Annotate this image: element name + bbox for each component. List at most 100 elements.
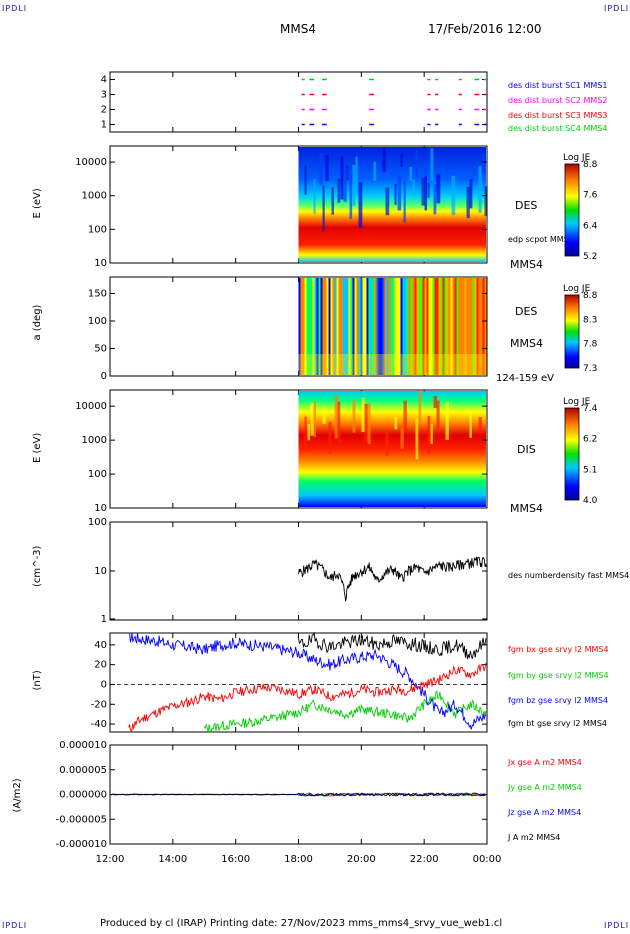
spectrogram-stripe [346, 165, 349, 181]
pitch-angle-column [484, 278, 487, 375]
spectrogram-stripe [415, 150, 418, 177]
pitch-angle-column [320, 278, 323, 375]
pitch-angle-column [330, 278, 333, 375]
spectrogram-stripe [424, 176, 428, 211]
bfield-line-2 [203, 690, 487, 734]
corner-tag-left: IPDLI [2, 4, 28, 13]
colorbar-dis-energy-tick: 4.0 [583, 496, 598, 506]
current-legend-4: J A m2 MMS4 [507, 833, 560, 842]
pitch-angle-column [362, 278, 365, 375]
pitch-angle-column [402, 278, 405, 375]
density-line [298, 556, 487, 602]
pitch-angle-column [348, 278, 351, 375]
sc-label: MMS4 [510, 337, 543, 350]
pitch-angle-column [352, 278, 355, 375]
spectrogram-stripe [349, 173, 353, 219]
pitch-angle-column [300, 278, 303, 375]
spectrogram-stripe [343, 163, 347, 202]
pitch-angle-column [456, 278, 459, 375]
spectrogram-stripe [352, 400, 356, 433]
bfield-legend-4: fgm bt gse srvy l2 MMS4 [508, 719, 607, 728]
pitch-angle-column [448, 278, 451, 375]
y-tick-label: 2 [101, 105, 107, 116]
pitch-angle-column [418, 278, 421, 375]
spectrogram-stripe [328, 422, 332, 455]
x-tick-label: 14:00 [158, 854, 187, 865]
spectrogram-stripe [310, 403, 314, 436]
spectrogram-stripe [433, 395, 437, 409]
y-tick-label: -20 [91, 699, 107, 710]
y-tick-label: 0.000005 [59, 765, 107, 776]
y-tick-label: 100 [88, 469, 107, 480]
y-tick-label: 4 [101, 75, 107, 86]
spectrogram-stripe [433, 184, 437, 215]
spectrogram-stripe [469, 179, 473, 209]
spectrogram-stripe [313, 178, 316, 214]
pitch-angle-column [470, 278, 473, 375]
pitch-angle-column [440, 278, 443, 375]
pitch-angle-column [322, 278, 325, 375]
spectrogram-stripe [304, 416, 307, 452]
pitch-angle-column [428, 278, 431, 375]
colorbar-des-pa-tick: 8.3 [583, 315, 597, 325]
pitch-angle-column [482, 278, 485, 375]
colorbar-des-pa-title: Log JE [563, 284, 591, 294]
colorbar-dis-energy-tick: 6.2 [583, 435, 597, 445]
y-tick-label: 20 [94, 660, 107, 671]
pitch-angle-column [370, 278, 373, 375]
pitch-angle-column [472, 278, 475, 375]
spectrogram-stripe [466, 186, 470, 219]
y-tick-label: 1 [101, 614, 107, 625]
pitch-angle-column [340, 278, 343, 375]
pitch-angle-column [432, 278, 435, 375]
y-tick-label: 100 [88, 316, 107, 327]
y-tick-label: 0 [101, 371, 107, 382]
energy-range-label: 124-159 eV [496, 373, 554, 384]
spectrogram-stripe [469, 409, 472, 438]
spectrogram-stripe [436, 400, 440, 429]
y-tick-label: 100 [88, 224, 107, 235]
bfield-line-1 [128, 662, 487, 733]
x-tick-label: 22:00 [410, 854, 439, 865]
x-tick-label: 20:00 [347, 854, 376, 865]
current-legend-3: Jz gse A m2 MMS4 [507, 808, 581, 817]
burst-legend-sc2: des dist burst SC2 MMS2 [508, 96, 607, 105]
pitch-angle-column [414, 278, 417, 375]
y-tick-label: 150 [88, 289, 107, 300]
corner-tag-right: IPDLI [604, 4, 630, 13]
pitch-angle-column [412, 278, 415, 375]
sc-label: MMS4 [510, 258, 543, 271]
spectrogram-stripe [436, 174, 441, 204]
pitch-angle-column [436, 278, 439, 375]
density-legend: des numberdensity fast MMS4 [508, 571, 629, 580]
y-tick-label: 1000 [82, 435, 107, 446]
pitch-angle-column [452, 278, 455, 375]
y-axis-label: E (eV) [32, 188, 43, 218]
pitch-angle-column [314, 278, 317, 375]
panel-frame-1 [109, 71, 488, 133]
pitch-angle-column [382, 278, 385, 375]
pitch-angle-column [306, 278, 309, 375]
spectrogram-stripe [430, 148, 434, 181]
pitch-angle-column [374, 278, 377, 375]
colorbar-dis-energy-tick: 5.1 [583, 465, 597, 475]
y-tick-label: 10000 [75, 157, 107, 168]
pitch-angle-column [338, 278, 341, 375]
pitch-angle-column [458, 278, 461, 375]
spectrogram-stripe [340, 156, 344, 200]
spectrogram-stripe [355, 156, 358, 195]
y-tick-label: 0 [101, 679, 107, 690]
y-axis-label: (cm^-3) [32, 546, 43, 587]
y-tick-label: 10 [94, 503, 107, 514]
pitch-angle-column [420, 278, 423, 375]
spectrogram-stripe [484, 186, 487, 217]
spectrogram-stripe [307, 423, 311, 441]
y-tick-label: 1000 [82, 191, 107, 202]
current-legend-1: Jx gse A m2 MMS4 [507, 758, 582, 767]
colorbar-des-pa-bar [564, 294, 580, 369]
spectrogram-stripe [418, 391, 422, 422]
x-tick-label: 12:00 [96, 854, 125, 865]
pitch-angle-column [424, 278, 427, 375]
pitch-angle-column [468, 278, 471, 375]
pitch-angle-column [450, 278, 453, 375]
